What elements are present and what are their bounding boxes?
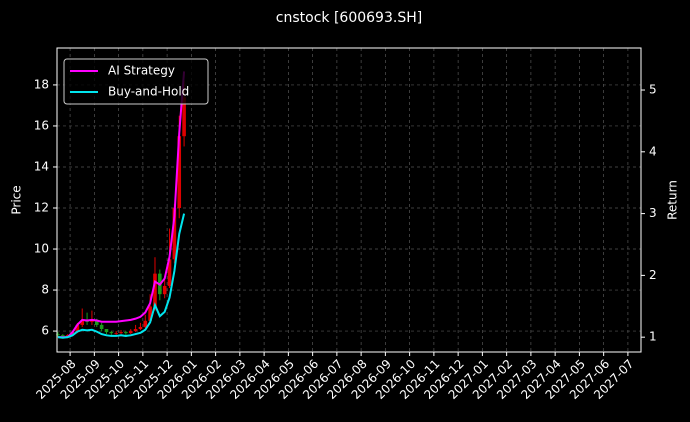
candle-body	[56, 334, 60, 336]
candle-body	[177, 136, 182, 208]
candle-body	[99, 324, 104, 330]
candle-body	[153, 273, 157, 307]
candle-body	[124, 332, 128, 334]
candle-body	[167, 259, 172, 286]
candle-body	[114, 333, 118, 334]
candle-body	[75, 324, 80, 333]
y2-tick-label: 5	[649, 83, 657, 97]
legend-label: Buy-and-Hold	[108, 85, 189, 99]
y-tick-label: 6	[41, 324, 49, 338]
candle-body	[109, 332, 114, 334]
chart-title: cnstock [600693.SH]	[276, 10, 422, 26]
candle-body	[80, 320, 85, 325]
candle-body	[128, 331, 133, 334]
y-axis-label: Price	[10, 185, 24, 214]
candle-body	[138, 326, 143, 330]
y-tick-label: 12	[34, 201, 49, 215]
candle-body	[90, 320, 94, 322]
candle-body	[133, 329, 138, 332]
y2-tick-label: 3	[649, 206, 657, 220]
y-tick-label: 10	[34, 242, 49, 256]
y-tick-label: 16	[34, 118, 49, 132]
plot-frame	[56, 47, 642, 353]
candle-body	[61, 335, 65, 337]
y-tick-label: 18	[34, 77, 49, 91]
candle-body	[148, 306, 152, 321]
candle-body	[162, 285, 167, 295]
y-tick-label: 8	[41, 283, 49, 297]
candle-body	[94, 320, 99, 325]
candle-body	[172, 208, 177, 260]
y2-tick-label: 4	[649, 144, 657, 158]
candle-body	[119, 332, 123, 334]
candle-body	[182, 97, 186, 137]
candle-body	[104, 329, 109, 333]
y2-tick-label: 2	[649, 268, 657, 282]
legend-box	[63, 58, 209, 105]
y2-axis-label: Return	[666, 180, 680, 220]
candle-body	[65, 335, 70, 337]
series-line	[57, 213, 186, 339]
y2-tick-label: 1	[649, 330, 657, 344]
series-line	[57, 71, 186, 339]
y-tick-label: 14	[34, 159, 49, 173]
candle-body	[143, 320, 148, 327]
legend-label: AI Strategy	[108, 64, 175, 78]
